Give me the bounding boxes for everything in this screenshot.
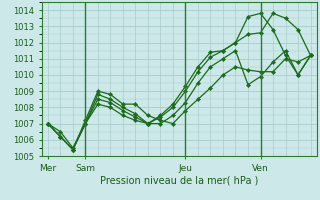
X-axis label: Pression niveau de la mer( hPa ): Pression niveau de la mer( hPa ) [100,175,258,185]
